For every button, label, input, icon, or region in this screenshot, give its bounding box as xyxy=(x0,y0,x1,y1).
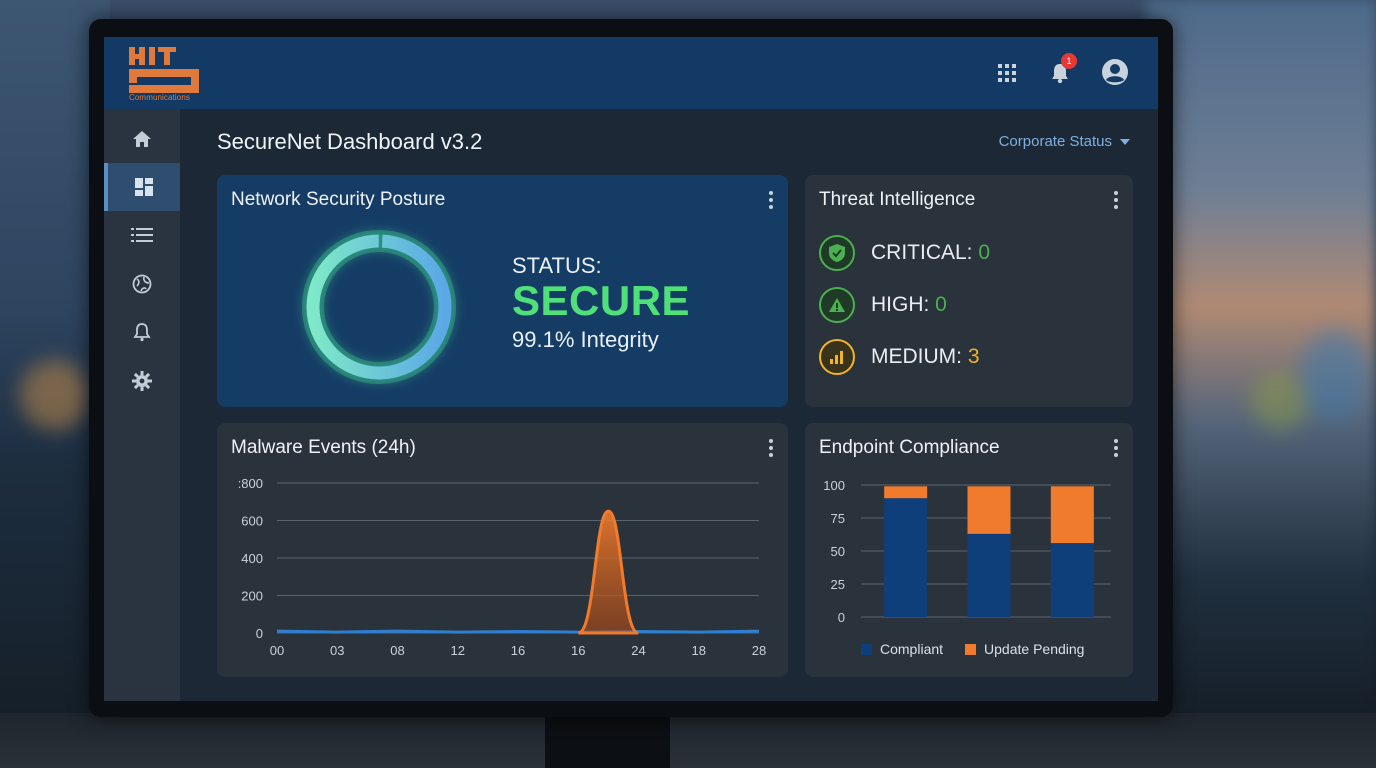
malware-events-card: Malware Events (24h) :800 600 400 200 0 00 03 0… xyxy=(217,423,788,677)
threat-intelligence-card: Threat Intelligence CRITICAL: 0 HIGH: 0 xyxy=(805,175,1133,407)
y-tick-label: 100 xyxy=(823,478,845,493)
sidebar xyxy=(104,109,180,701)
sidebar-item-home[interactable] xyxy=(104,115,180,163)
card-title: Malware Events (24h) xyxy=(231,437,416,458)
signal-bars-icon xyxy=(819,339,855,375)
bell-icon xyxy=(133,323,151,342)
x-tick-label: 03 xyxy=(330,643,344,658)
x-tick-label: 00 xyxy=(270,643,284,658)
warning-triangle-icon xyxy=(819,287,855,323)
y-tick-label: 200 xyxy=(241,589,263,604)
status-label: STATUS: xyxy=(512,253,602,278)
bar-compliant xyxy=(1050,543,1094,617)
integrity-text: 99.1% Integrity xyxy=(512,327,659,352)
corporate-status-dropdown[interactable]: Corporate Status xyxy=(999,133,1130,150)
series-line-baseline xyxy=(276,629,760,634)
legend-label: Update Pending xyxy=(984,641,1085,657)
legend-swatch xyxy=(965,644,977,655)
series-area-spike xyxy=(577,509,640,635)
page-title: SecureNet Dashboard v3.2 xyxy=(217,129,483,154)
bar-update-pending xyxy=(884,486,928,499)
y-tick-label: 0 xyxy=(256,626,263,641)
security-posture-card: Network Security Posture xyxy=(217,175,788,407)
card-title: Network Security Posture xyxy=(231,189,446,210)
desk xyxy=(0,713,1376,768)
y-tick-label: 600 xyxy=(241,514,263,529)
company-logo xyxy=(129,47,199,93)
sidebar-item-list[interactable] xyxy=(104,211,180,259)
chart-legend: Compliant Update Pending xyxy=(861,641,1084,657)
sidebar-item-settings[interactable] xyxy=(104,357,180,405)
shield-check-icon xyxy=(819,235,855,271)
threat-row-medium: MEDIUM: 3 xyxy=(819,339,980,375)
top-bar: Communications 1 xyxy=(104,37,1158,109)
x-tick-label: 18 xyxy=(692,643,706,658)
legend-label: Compliant xyxy=(880,641,944,657)
main-content: SecureNet Dashboard v3.2 Corporate Statu… xyxy=(180,109,1158,701)
gear-icon xyxy=(132,371,152,391)
monitor-stand xyxy=(545,712,670,768)
x-tick-label: 08 xyxy=(390,643,404,658)
integrity-ring-arc xyxy=(306,234,452,380)
x-tick-label: 16 xyxy=(511,643,525,658)
user-avatar-icon[interactable] xyxy=(1101,58,1129,86)
status-value: SECURE xyxy=(512,277,691,324)
legend-item: Update Pending xyxy=(965,641,1084,657)
card-menu-icon[interactable] xyxy=(768,191,774,209)
chevron-down-icon xyxy=(1120,138,1130,145)
list-icon xyxy=(131,228,153,242)
y-tick-label: :800 xyxy=(238,476,263,491)
card-menu-icon[interactable] xyxy=(1113,439,1119,457)
y-tick-label: 400 xyxy=(241,551,263,566)
threat-label: MEDIUM: xyxy=(871,345,968,368)
threat-count: 0 xyxy=(978,241,991,264)
card-menu-icon[interactable] xyxy=(768,439,774,457)
monitor: Communications 1 xyxy=(89,19,1173,717)
threat-label: CRITICAL: xyxy=(871,241,979,264)
legend-item: Compliant xyxy=(861,641,943,657)
card-title: Endpoint Compliance xyxy=(819,437,1000,458)
y-tick-label: 25 xyxy=(831,577,845,592)
x-tick-label: 16 xyxy=(571,643,585,658)
threat-row-critical: CRITICAL: 0 xyxy=(819,235,990,271)
y-tick-label: 75 xyxy=(831,511,845,526)
threat-count: 0 xyxy=(935,293,947,316)
logo-subtitle: Communications xyxy=(129,93,190,102)
card-title: Threat Intelligence xyxy=(819,189,976,210)
card-menu-icon[interactable] xyxy=(1113,191,1119,209)
apps-grid-icon[interactable] xyxy=(998,64,1016,82)
threat-label: HIGH: xyxy=(871,293,936,316)
sidebar-item-dashboard[interactable] xyxy=(104,163,180,211)
sidebar-item-alerts[interactable] xyxy=(104,308,180,356)
bar-update-pending xyxy=(1050,486,1094,544)
notification-badge: 1 xyxy=(1061,53,1077,69)
corporate-status-label: Corporate Status xyxy=(998,133,1112,150)
globe-icon xyxy=(132,274,152,294)
x-tick-label: 12 xyxy=(451,643,465,658)
bar-compliant xyxy=(967,533,1011,617)
home-icon xyxy=(133,131,151,147)
x-tick-label: 28 xyxy=(752,643,766,658)
sidebar-item-globe[interactable] xyxy=(104,260,180,308)
screen: Communications 1 xyxy=(104,37,1158,701)
legend-swatch xyxy=(861,644,872,655)
x-tick-label: 24 xyxy=(631,643,645,658)
threat-count: 3 xyxy=(967,345,980,368)
bar-update-pending xyxy=(967,486,1011,534)
bar-compliant xyxy=(884,498,928,617)
dashboard-icon xyxy=(135,178,153,196)
endpoint-compliance-chart: 100 75 50 25 0 xyxy=(823,478,1111,625)
background-light xyxy=(20,360,90,430)
integrity-ring xyxy=(302,230,456,384)
y-tick-label: 0 xyxy=(838,610,845,625)
threat-row-high: HIGH: 0 xyxy=(819,287,947,323)
endpoint-compliance-card: Endpoint Compliance 100 75 50 25 0 Compliant… xyxy=(805,423,1133,677)
y-tick-label: 50 xyxy=(831,544,845,559)
background-light xyxy=(1300,330,1370,420)
